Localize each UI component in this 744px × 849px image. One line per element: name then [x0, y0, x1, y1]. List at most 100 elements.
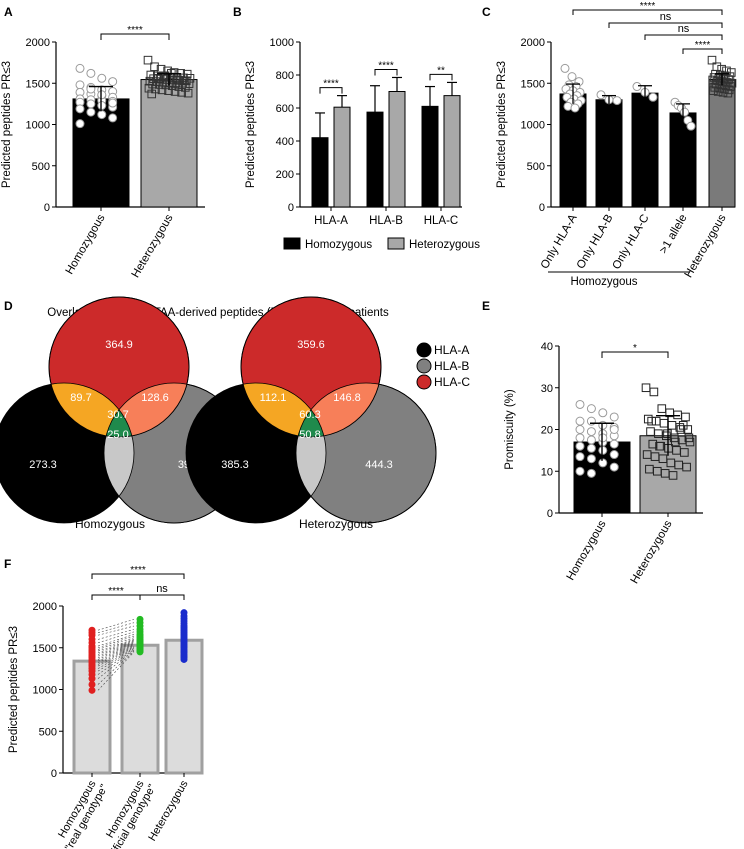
panel-d-overlap-bc — [296, 383, 381, 437]
panel-d-value-bc: 128.6 — [141, 392, 169, 404]
panel-b-sig-bracket — [374, 68, 398, 76]
panel-e-point — [681, 412, 690, 422]
panel-e-point — [678, 421, 688, 430]
panel-c-x-tick-label: Heterozygous — [683, 212, 729, 280]
panel-a-point — [86, 107, 96, 117]
panel-a-y-tick-label: 500 — [32, 161, 50, 173]
panel-b-bar — [333, 106, 351, 208]
panel-e-point — [575, 425, 585, 434]
panel-a-point — [97, 73, 107, 83]
panel-d-legend-label: HLA-A — [434, 343, 469, 357]
panel-f-pair-line — [97, 644, 135, 662]
panel-e-point — [575, 399, 585, 409]
panel-e-point — [598, 458, 608, 468]
panel-f-pair-line — [97, 622, 135, 634]
panel-b-y-tick-label: 1000 — [270, 37, 294, 49]
panel-c-point — [596, 90, 606, 100]
panel-f-point — [136, 648, 144, 656]
panel-f-y-tick-label: 1500 — [33, 643, 57, 655]
panel-b-y-tick-label: 200 — [276, 169, 294, 181]
panel-b-sig-bracket — [319, 87, 343, 94]
panel-a-point — [147, 89, 157, 99]
panel-e-point — [641, 383, 651, 393]
panel-f-y-tick-label: 2000 — [33, 601, 57, 613]
panel-c-point — [570, 103, 580, 113]
panel-e-point — [668, 471, 678, 480]
panel-d-overlap-ac — [49, 383, 134, 437]
panel-a-point — [97, 101, 107, 111]
panel-d-value-c: 364.9 — [105, 339, 133, 351]
panel-e-x-tick-label: Homozygous — [565, 518, 609, 582]
panel-c-y-tick-label: 1500 — [521, 78, 545, 90]
panel-e-y-tick-label: 20 — [541, 425, 553, 437]
panel-f-point — [88, 675, 96, 683]
panel-d-outline — [295, 382, 437, 524]
panel-f-pair-line — [97, 648, 135, 672]
panel-e-point — [586, 427, 596, 437]
panel-b-x-tick-label: HLA-C — [424, 215, 459, 227]
panel-e-point — [680, 448, 689, 457]
panel-d-overlap-ac-fill — [241, 383, 326, 437]
panel-d-legend-swatch — [416, 374, 432, 390]
panel-e-point — [609, 439, 619, 449]
panel-b-bar — [388, 91, 406, 208]
panel-f-sig-label: **** — [130, 565, 146, 576]
panel-c-point — [723, 88, 733, 98]
panel-e-point — [609, 425, 619, 434]
panel-b-sig-bracket — [429, 73, 453, 81]
panel-d-value-abc: 30.7 — [107, 409, 128, 421]
panel-a-point — [143, 55, 153, 65]
panel-c-bar — [631, 92, 659, 208]
panel-c-y-label: Predicted peptides PR≤3 — [496, 61, 508, 188]
panel-e-point — [655, 441, 664, 451]
panel-c-point — [725, 72, 735, 81]
panel-c-y-tick-label: 1000 — [521, 120, 545, 132]
panel-f-pair-line — [97, 649, 135, 675]
panel-b-legend-swatch — [283, 237, 301, 250]
panel-b-y-tick-label: 800 — [276, 70, 294, 82]
panel-b-legend-label: Homozygous — [305, 239, 372, 251]
panel-c-x-tick-label: Only HLA-B — [575, 212, 616, 271]
panel-c-x-tick-label: Only HLA-A — [539, 212, 580, 271]
panel-c-sig-bracket — [608, 22, 723, 28]
panel-a-point — [75, 80, 85, 90]
panel-a-y-tick-label: 2000 — [26, 37, 50, 49]
panel-e-point — [671, 437, 680, 447]
panel-e-point — [598, 445, 608, 455]
panel-e-point — [586, 435, 596, 445]
panel-c-sig-bracket — [682, 48, 723, 54]
panel-a-y-tick-label: 1500 — [26, 78, 50, 90]
panel-e-point — [682, 462, 691, 472]
panel-f-pair-line — [97, 651, 135, 691]
panel-e-y-tick-label: 40 — [541, 341, 553, 353]
panel-d-outline — [0, 382, 135, 524]
panel-d-diagram-label: Homozygous — [75, 517, 145, 531]
panel-d-overlap-bc-fill — [104, 383, 189, 437]
panel-e-point — [575, 416, 585, 426]
panel-a-point — [108, 113, 118, 123]
panel-a-y-tick-label: 0 — [44, 202, 50, 214]
panel-d-value-ac: 89.7 — [70, 392, 91, 404]
panel-c-sig-bracket — [644, 34, 723, 40]
panel-f-y-tick-label: 0 — [51, 768, 57, 780]
panel-b-legend-label: Heterozygous — [409, 239, 480, 251]
panel-e-y-label: Promiscuity (%) — [504, 389, 516, 470]
panel-e-point — [657, 404, 667, 413]
panel-c-y-tick-label: 0 — [539, 202, 545, 214]
panel-label-e: E — [482, 299, 490, 313]
panel-a-x-tick-label: Homozygous — [64, 212, 108, 276]
panel-f-pair-line — [97, 647, 135, 669]
panel-e-point — [609, 462, 619, 472]
panel-c-sig-bracket — [572, 9, 723, 15]
panel-d-outline — [48, 296, 190, 438]
panel-a-point — [157, 85, 167, 95]
panel-c-sig-label: ns — [660, 11, 672, 23]
panel-d-legend-label: HLA-C — [434, 375, 470, 389]
panel-c-x-tick-label: Only HLA-C — [611, 213, 652, 272]
panel-a-point — [177, 88, 186, 97]
panel-d-legend-label: HLA-B — [434, 359, 469, 373]
panel-a-point — [108, 77, 118, 87]
panel-c-x-tick-label: >1 allele — [658, 213, 690, 256]
